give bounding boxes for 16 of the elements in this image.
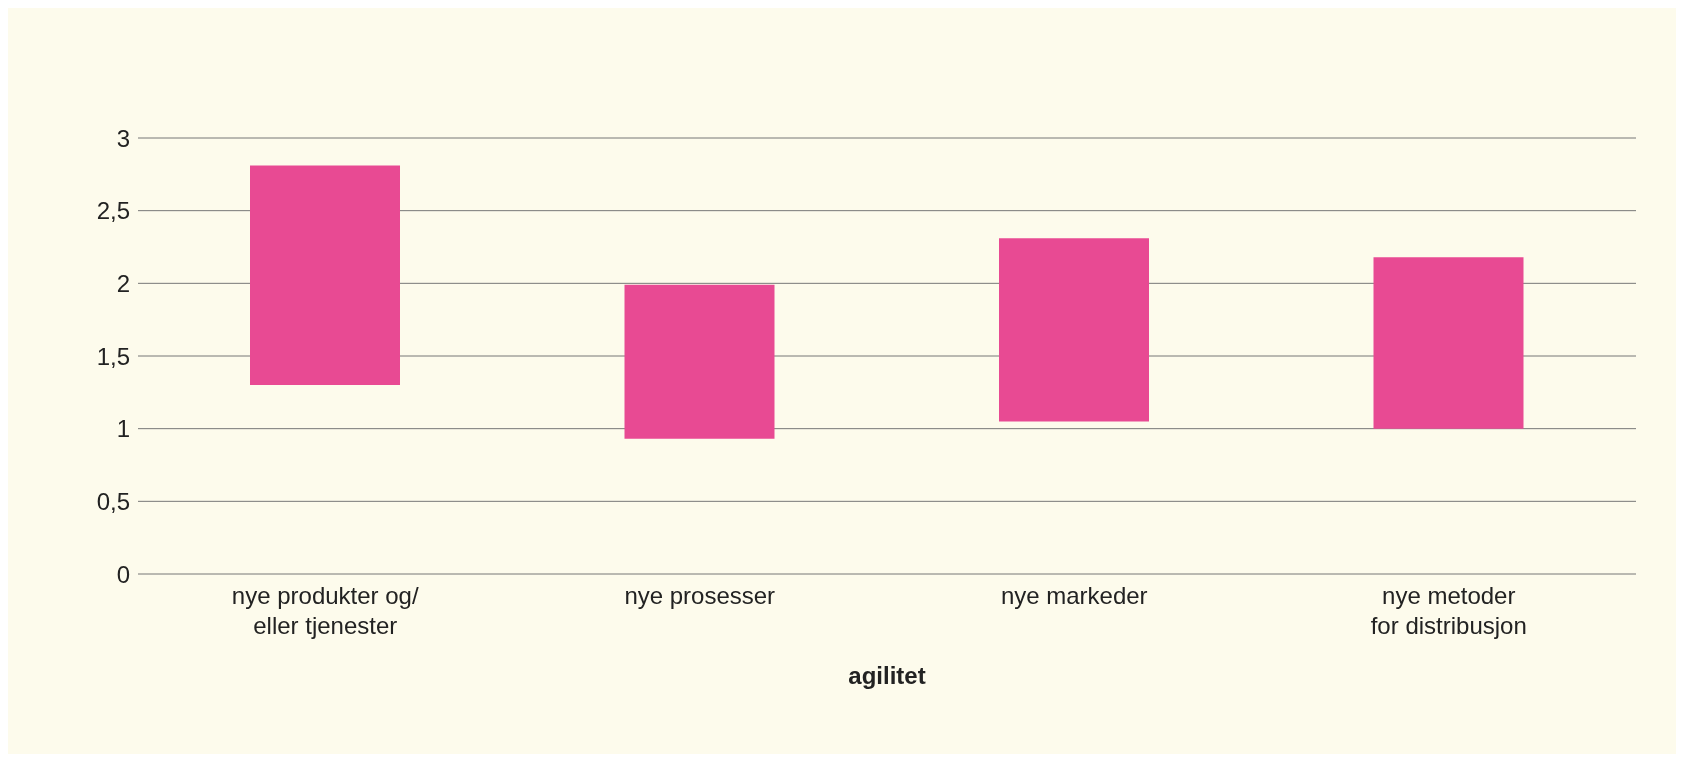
y-tick-label: 1,5 <box>96 342 130 370</box>
x-tick-label: nye markeder <box>1000 582 1148 609</box>
x-tick-label: nye produkter og/ eller tjenester <box>231 582 419 639</box>
bar <box>250 165 400 386</box>
y-tick-label: 2 <box>116 269 130 297</box>
bar <box>999 238 1149 422</box>
y-tick-label: 3 <box>116 124 130 152</box>
x-tick-label: nye prosesser <box>624 582 776 609</box>
x-axis-title: agilitet <box>848 662 926 689</box>
x-tick-label: nye metoder for distribusjon <box>1370 582 1527 639</box>
bar <box>624 284 775 439</box>
bar <box>1373 257 1524 429</box>
y-tick-label: 0 <box>116 560 130 588</box>
y-tick-label: 1 <box>116 415 130 443</box>
y-tick-label: 0,5 <box>96 487 130 515</box>
y-tick-label: 2,5 <box>96 197 130 225</box>
